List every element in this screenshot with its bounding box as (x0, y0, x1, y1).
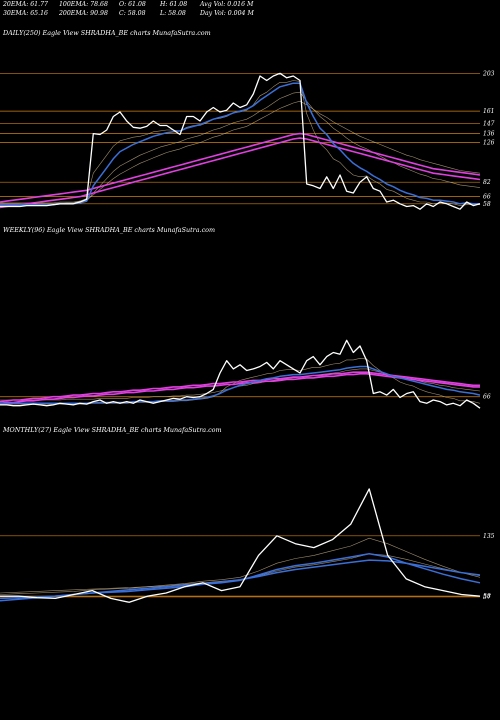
daily-ema-line-2 (0, 100, 481, 204)
header-row2-col5: Day Vol: 0.004 M (200, 10, 254, 17)
header-row1-col3: O: 61.08 (119, 1, 146, 8)
monthly-panel-label: MONTHLY(27) Eagle View SHRADHA_BE charts… (3, 426, 222, 434)
header-row1-col5: Avg Vol: 0.016 M (200, 1, 254, 8)
daily-ema-line-3 (0, 137, 481, 209)
monthly-ema-line-3 (0, 559, 481, 602)
daily-panel-label: DAILY(250) Eagle View SHRADHA_BE charts … (3, 29, 211, 37)
daily-level-label-7: 58 (483, 201, 491, 208)
monthly-ema-line-0 (0, 537, 481, 595)
daily-level-label-2: 147 (483, 121, 495, 128)
daily-level-label-6: 66 (483, 194, 491, 201)
weekly-ema-line-2 (0, 371, 480, 403)
monthly-level-label-1: 58 (483, 593, 491, 600)
monthly-price-line (0, 488, 481, 603)
daily-level-label-3: 136 (483, 131, 495, 138)
header-row2-col4: L: 58.08 (160, 10, 186, 17)
daily-level-label-1: 161 (483, 108, 494, 115)
daily-ema-line-0 (0, 80, 480, 206)
daily-ema-line-1 (0, 91, 481, 205)
monthly-level-label-2: 57 (483, 594, 491, 601)
weekly-chart: 66 (0, 339, 491, 409)
daily-ema-line-5 (0, 82, 480, 206)
weekly-ema-line-0 (0, 358, 481, 405)
daily-ema-line-4 (0, 132, 481, 203)
monthly-level-label-0: 135 (483, 533, 495, 540)
weekly-ema-line-3 (0, 373, 480, 405)
weekly-price-line (0, 339, 481, 409)
daily-level-label-0: 203 (482, 70, 495, 77)
header-row2-col2: 200EMA: 90.98 (59, 10, 108, 17)
header-row2-col3: C: 58.08 (119, 10, 146, 17)
daily-price-line (0, 72, 481, 210)
header-row1-col4: H: 61.08 (160, 1, 188, 8)
weekly-level-label-0: 66 (483, 394, 491, 401)
daily-level-label-4: 126 (483, 140, 495, 147)
weekly-panel-label: WEEKLY(96) Eagle View SHRADHA_BE charts … (3, 226, 216, 234)
daily-level-label-5: 82 (483, 179, 491, 186)
header-row2-col1: 30EMA: 65.16 (3, 10, 48, 17)
header-row1-col2: 100EMA: 78.68 (59, 1, 108, 8)
header-row1-col1: 20EMA: 61.77 (3, 1, 48, 8)
